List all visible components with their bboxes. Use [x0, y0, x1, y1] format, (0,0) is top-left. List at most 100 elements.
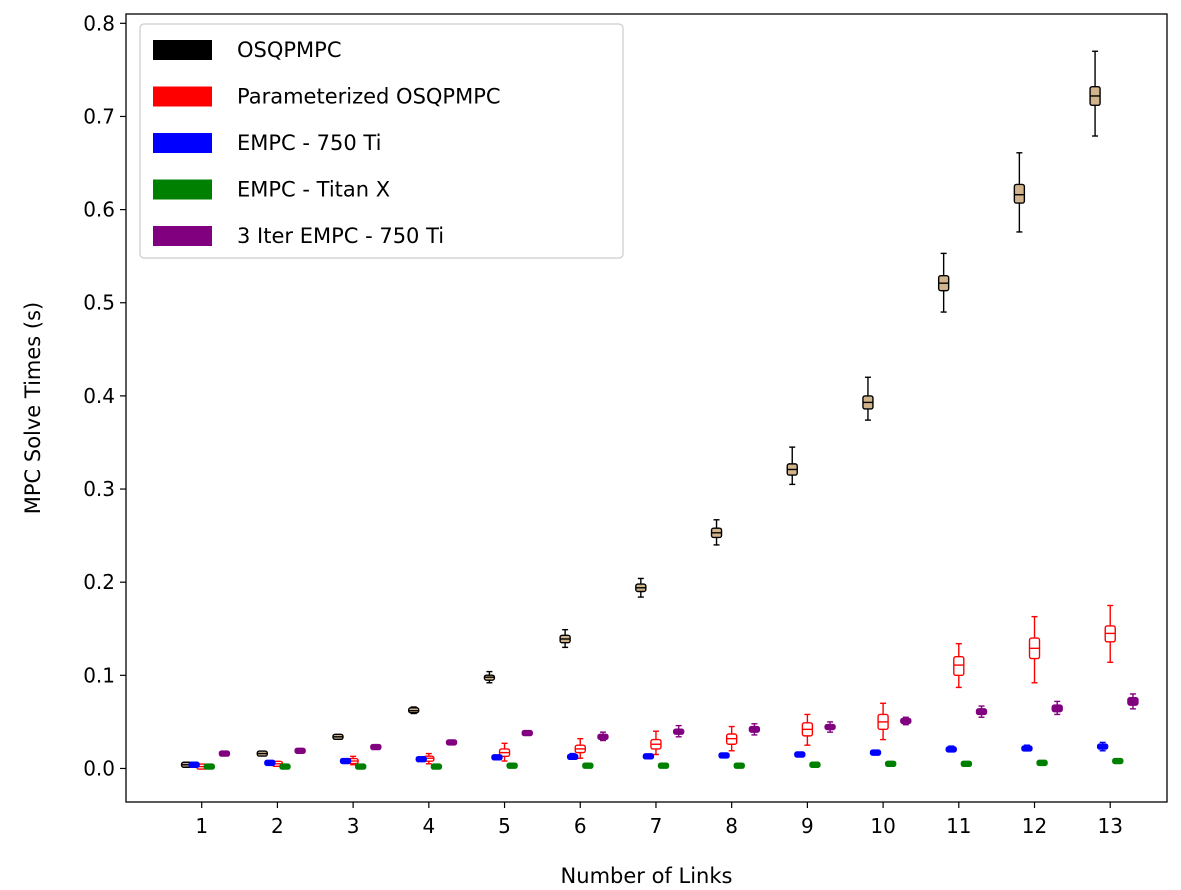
y-tick-label: 0.5: [83, 291, 115, 315]
x-tick-label: 10: [870, 814, 895, 838]
y-tick-label: 0.4: [83, 384, 115, 408]
box-mark: [877, 702, 889, 741]
box-mark: [188, 761, 200, 768]
box-mark: [884, 760, 897, 768]
legend: OSQPMPC Parameterized OSQPMPC EMPC - 750 T…: [139, 23, 624, 259]
y-tick-label: 0.6: [83, 198, 115, 222]
x-tick-label: 7: [650, 814, 663, 838]
y-tick-label: 0.2: [83, 570, 115, 594]
box-mark: [635, 577, 647, 598]
box-mark: [264, 759, 276, 767]
box-mark: [370, 743, 382, 751]
box-mark: [862, 376, 874, 421]
plot-frame: [125, 13, 1168, 803]
box-body: [1013, 183, 1026, 204]
box-mark: [415, 755, 427, 763]
box-mark: [869, 749, 882, 756]
box-mark: [506, 762, 518, 769]
legend-swatch-3: [153, 179, 212, 200]
y-tick-label: 0.7: [83, 104, 115, 128]
box-mark: [332, 733, 344, 740]
legend-swatch-2: [153, 133, 212, 153]
box-mark: [521, 729, 533, 737]
box-mark: [824, 721, 836, 733]
box-mark: [339, 757, 352, 765]
box-mark: [1028, 615, 1041, 684]
legend-swatch-0: [153, 40, 212, 60]
x-tick-label: 1: [195, 814, 208, 838]
legend-frame: [139, 23, 624, 259]
box-mark: [1089, 50, 1101, 137]
x-tick-label: 3: [347, 814, 360, 838]
legend-label-1: Parameterized OSQPMPC: [237, 85, 501, 109]
box-mark: [582, 762, 594, 769]
box-mark: [1013, 152, 1026, 233]
x-tick-label: 13: [1097, 814, 1122, 838]
box-mark: [1104, 604, 1116, 663]
box-mark: [710, 519, 723, 546]
box-mark: [725, 725, 738, 752]
box-mark: [354, 763, 367, 770]
box-mark: [445, 739, 458, 746]
box-mark: [1096, 741, 1109, 752]
plot-area: [125, 13, 1168, 803]
x-tick-label: 4: [422, 814, 435, 838]
box-mark: [672, 724, 685, 738]
box-mark: [597, 731, 609, 742]
y-axis: 0.0 0.1 0.2 0.3 0.4 0.5 0.6 0.7 0.8: [83, 11, 126, 780]
legend-label-3: EMPC - Titan X: [237, 178, 390, 202]
legend-label-2: EMPC - 750 Ti: [237, 131, 381, 155]
y-tick-label: 0.3: [83, 477, 115, 501]
x-tick-label: 6: [574, 814, 587, 838]
legend-swatch-1: [153, 86, 212, 107]
box-mark: [491, 754, 503, 761]
box-mark: [809, 761, 821, 768]
box-mark: [566, 752, 579, 761]
x-tick-label: 8: [725, 814, 738, 838]
box-mark: [650, 730, 662, 756]
box-mark: [1112, 757, 1124, 765]
x-tick-label: 2: [271, 814, 284, 838]
box-mark: [1051, 700, 1063, 716]
box-mark: [483, 670, 496, 684]
y-tick-label: 0.1: [83, 663, 115, 687]
x-tick-label: 5: [498, 814, 511, 838]
box-mark: [294, 747, 306, 754]
box-mark: [498, 742, 511, 762]
legend-label-0: OSQPMPC: [237, 38, 342, 62]
series-0: [180, 50, 1101, 768]
box-mark: [657, 762, 670, 769]
y-tick-label: 0.8: [83, 11, 115, 35]
box-mark: [559, 628, 571, 649]
legend-swatch-4: [153, 226, 212, 246]
box-mark: [1127, 693, 1139, 710]
box-mark: [256, 750, 268, 757]
box-mark: [794, 751, 806, 758]
box-body: [953, 655, 965, 677]
box-mark: [975, 705, 988, 718]
box-mark: [937, 252, 950, 313]
box-mark: [900, 716, 912, 726]
box-mark: [733, 762, 745, 769]
legend-label-4: 3 Iter EMPC - 750 Ti: [237, 224, 444, 248]
series-1: [196, 604, 1116, 770]
box-mark: [960, 760, 973, 768]
series-3: [203, 757, 1124, 770]
x-tick-label: 12: [1022, 814, 1047, 838]
series-4: [218, 693, 1139, 757]
box-mark: [718, 752, 730, 759]
box-mark: [430, 763, 443, 770]
box-mark: [1021, 744, 1033, 752]
box-mark: [407, 706, 420, 715]
box-mark: [748, 723, 761, 736]
series-2: [188, 741, 1109, 768]
box-mark: [218, 750, 231, 757]
x-tick-label: 9: [801, 814, 814, 838]
x-axis-label: Number of Links: [561, 864, 733, 888]
box-mark: [945, 745, 957, 753]
box-mark: [1036, 759, 1048, 767]
box-mark: [801, 713, 814, 746]
box-mark: [203, 763, 215, 770]
y-tick-label: 0.0: [83, 756, 115, 780]
